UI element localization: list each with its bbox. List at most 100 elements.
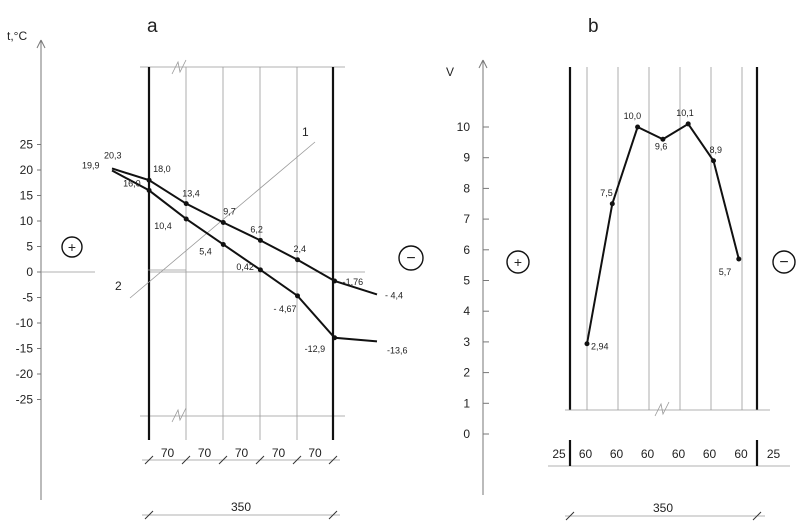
series-a-1-line xyxy=(111,169,378,343)
series-a-1-label-3: 5,4 xyxy=(199,246,212,256)
y-tick-label-b-8: 2 xyxy=(463,366,470,380)
dim-label-a-1: 70 xyxy=(198,446,212,460)
dim-label-b-6: 60 xyxy=(734,447,748,461)
series-a-1-label-1: 16,0 xyxy=(123,178,141,188)
series-a-0-label-2: 13,4 xyxy=(182,189,200,199)
y-tick-label-a-2: 15 xyxy=(20,189,34,203)
dim-label-a-2: 70 xyxy=(235,446,249,460)
series-a-0-line xyxy=(111,167,378,296)
dim-label-b-4: 60 xyxy=(672,447,686,461)
y-tick-label-b-5: 5 xyxy=(463,274,470,288)
svg-text:+: + xyxy=(68,239,76,255)
plus-sign-b: + xyxy=(506,250,530,274)
series-b-point-3 xyxy=(660,136,666,142)
series-a-0-point-1 xyxy=(146,177,152,183)
series-a-1-point-3 xyxy=(220,241,226,247)
y-tick-label-b-4: 6 xyxy=(463,243,470,257)
y-tick-label-b-0: 10 xyxy=(457,120,471,134)
total-dim-tick-a-1 xyxy=(328,510,338,520)
dim-label-b-0: 25 xyxy=(552,447,566,461)
svg-text:−: − xyxy=(779,254,788,271)
series-b-label-4: 10,1 xyxy=(676,108,694,118)
series-a-0-label-3: 9,7 xyxy=(223,207,236,217)
series-a-0-label-5: 2,4 xyxy=(294,244,307,254)
series-b-label-6: 5,7 xyxy=(719,267,732,277)
series-b-line xyxy=(586,122,740,344)
dim-tick-a-2 xyxy=(218,455,228,465)
series-a-1-label-2: 10,4 xyxy=(154,221,172,231)
series-a-0-label-0: 20,3 xyxy=(104,150,122,160)
y-tick-label-b-1: 9 xyxy=(463,151,470,165)
y-tick-label-b-10: 0 xyxy=(463,427,470,441)
y-axis-label-b: V xyxy=(446,65,454,79)
dim-label-a-4: 70 xyxy=(308,446,322,460)
y-tick-label-b-3: 7 xyxy=(463,212,470,226)
dim-label-b-7: 25 xyxy=(767,447,781,461)
series-a-0-label-4: 6,2 xyxy=(250,224,263,234)
panel-a-frame xyxy=(36,39,365,516)
series-b-point-5 xyxy=(711,158,716,164)
dim-label-a-3: 70 xyxy=(272,446,286,460)
panel-b-title: b xyxy=(588,16,599,37)
chart-marks: 2520151050-5-10-15-20-25t,°C20,318,013,4… xyxy=(7,29,781,521)
dim-label-b-3: 60 xyxy=(641,447,655,461)
series-a-0-label-7: - 4,4 xyxy=(385,290,403,300)
y-axis-label-a: t,°C xyxy=(7,29,27,43)
plus-sign-a: + xyxy=(61,236,83,258)
minus-sign-b: − xyxy=(772,250,796,274)
total-dim-label-a: 350 xyxy=(231,500,251,514)
series-a-1-point-4 xyxy=(257,267,263,273)
total-dim-tick-b-0 xyxy=(565,511,575,521)
series-b-point-1 xyxy=(609,201,615,207)
series-a-1-point-6 xyxy=(332,335,338,341)
series-b-label-1: 7,5 xyxy=(600,188,613,198)
dim-label-b-5: 60 xyxy=(703,447,717,461)
total-dim-tick-b-1 xyxy=(752,511,762,521)
series-a-1-point-1 xyxy=(146,187,152,193)
dim-tick-a-0 xyxy=(144,455,154,465)
y-tick-label-a-9: -20 xyxy=(16,367,34,381)
series-a-1-label-4: 0,42 xyxy=(236,262,254,272)
svg-text:−: − xyxy=(406,250,415,267)
dim-label-b-1: 60 xyxy=(579,447,593,461)
y-tick-label-a-3: 10 xyxy=(20,214,34,228)
y-tick-label-a-7: -10 xyxy=(16,316,34,330)
total-dim-tick-a-0 xyxy=(144,510,154,520)
series-b-point-6 xyxy=(736,256,742,262)
series-b-label-5: 8,9 xyxy=(710,145,723,155)
total-dim-label-b: 350 xyxy=(653,501,673,515)
series-b-point-2 xyxy=(635,124,641,130)
series-b-label-3: 9,6 xyxy=(655,141,668,151)
series-a-0-point-4 xyxy=(257,237,263,243)
y-tick-label-a-10: -25 xyxy=(16,393,34,407)
y-tick-label-b-9: 1 xyxy=(463,396,470,410)
series-a-1-label-6: -12,9 xyxy=(305,344,326,354)
series-a-1-label-0: 19,9 xyxy=(82,161,100,171)
series-a-1-point-5 xyxy=(295,293,300,299)
series-a-0-point-3 xyxy=(220,220,226,226)
line-label-1: 1 xyxy=(302,125,309,139)
y-tick-label-b-6: 4 xyxy=(463,304,470,318)
y-tick-label-a-6: -5 xyxy=(22,291,33,305)
y-tick-label-a-5: 0 xyxy=(26,265,33,279)
minus-sign-a: − xyxy=(398,245,424,271)
series-a-0-label-6: -1,76 xyxy=(343,277,364,287)
y-tick-label-a-1: 20 xyxy=(20,163,34,177)
series-b-point-0 xyxy=(584,341,590,347)
series-b-label-2: 10,0 xyxy=(624,111,642,121)
y-tick-label-b-7: 3 xyxy=(463,335,470,349)
dim-tick-a-3 xyxy=(255,455,265,465)
series-a-1-label-5: - 4,67 xyxy=(274,304,297,314)
series-a-1-point-2 xyxy=(183,216,189,222)
dim-label-b-2: 60 xyxy=(610,447,624,461)
y-tick-label-a-8: -15 xyxy=(16,342,34,356)
line-label-2: 2 xyxy=(115,279,122,293)
dim-tick-a-4 xyxy=(292,455,302,465)
dim-tick-a-1 xyxy=(181,455,191,465)
dim-tick-a-5 xyxy=(328,455,338,465)
series-a-1-label-7: -13,6 xyxy=(387,345,408,355)
dim-label-a-0: 70 xyxy=(161,446,175,460)
series-b-label-0: 2,94 xyxy=(591,342,609,352)
series-a-0-label-1: 18,0 xyxy=(153,164,171,174)
